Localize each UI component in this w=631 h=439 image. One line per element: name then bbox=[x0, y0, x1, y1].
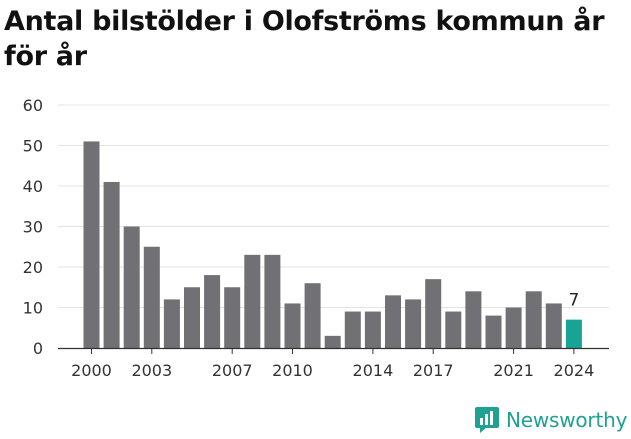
brand-name: Newsworthy bbox=[506, 408, 628, 432]
bar bbox=[425, 279, 442, 348]
bar bbox=[224, 287, 241, 348]
x-axis-tick-labels: 2000 2003 2007 2010 2014 2017 2021 2024 bbox=[71, 348, 594, 380]
bar bbox=[143, 246, 160, 348]
x-tick-label: 2010 bbox=[272, 361, 313, 380]
bar bbox=[204, 275, 221, 348]
newsworthy-brand: Newsworthy bbox=[474, 406, 627, 434]
y-tick-label: 40 bbox=[23, 177, 43, 196]
bar bbox=[304, 283, 321, 348]
bar bbox=[103, 181, 120, 348]
y-tick-label: 10 bbox=[23, 299, 43, 318]
y-tick-label: 30 bbox=[23, 218, 43, 237]
x-tick-label: 2014 bbox=[353, 361, 394, 380]
bar bbox=[83, 141, 100, 348]
bar bbox=[485, 315, 502, 348]
chart-title: Antal bilstölder i Olofströms kommun år … bbox=[4, 6, 605, 72]
bar bbox=[244, 254, 261, 348]
grid-lines bbox=[58, 104, 609, 308]
bar bbox=[284, 303, 301, 348]
bar bbox=[123, 226, 140, 348]
bar-value-label: 7 bbox=[568, 291, 579, 311]
x-tick-label: 2024 bbox=[554, 361, 595, 380]
bar-highlight bbox=[565, 319, 582, 348]
x-tick-label: 2021 bbox=[493, 361, 534, 380]
bar bbox=[465, 291, 482, 348]
y-tick-label: 20 bbox=[23, 258, 43, 277]
bar bbox=[364, 311, 381, 348]
y-axis-tick-labels: 0 10 20 30 40 50 60 bbox=[23, 96, 43, 358]
y-tick-label: 60 bbox=[23, 96, 43, 115]
bar bbox=[184, 287, 200, 348]
bar bbox=[445, 311, 462, 348]
bar bbox=[264, 254, 281, 348]
bar bbox=[163, 299, 180, 348]
bar bbox=[405, 299, 422, 348]
x-tick-label: 2000 bbox=[71, 361, 112, 380]
x-tick-label: 2003 bbox=[131, 361, 172, 380]
bar bbox=[324, 335, 341, 348]
bars bbox=[83, 141, 582, 348]
x-tick-label: 2007 bbox=[212, 361, 253, 380]
x-tick-label: 2017 bbox=[413, 361, 454, 380]
bar bbox=[505, 307, 522, 348]
data-labels: 7 bbox=[568, 291, 579, 311]
bar bbox=[525, 291, 542, 348]
newsworthy-chart-logo-icon bbox=[475, 407, 499, 433]
bar bbox=[344, 311, 361, 348]
y-tick-label: 50 bbox=[23, 137, 43, 156]
bar bbox=[385, 295, 401, 348]
bar bbox=[545, 303, 562, 348]
y-tick-label: 0 bbox=[33, 339, 43, 358]
